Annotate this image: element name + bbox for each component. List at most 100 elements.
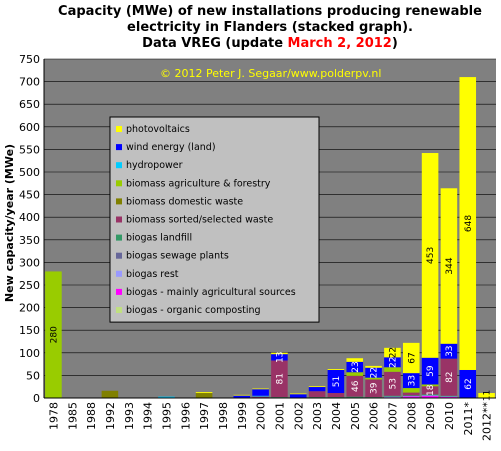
bar-2001-biomass-sorted-selected-waste	[271, 360, 288, 398]
data-label-2011-photovoltaics: 648	[464, 215, 474, 232]
y-tick-label-100: 100	[19, 347, 40, 360]
bar-2008-biogas-mainly-agricultural-sources	[402, 396, 420, 398]
bar-2009-biogas-rest	[421, 395, 439, 397]
data-label-2011-wind-energy-land: 62	[464, 378, 474, 389]
x-tick-label-2003: 2003	[311, 402, 324, 430]
bar-2010-biogas-mainly-agricultural-sources	[440, 396, 458, 398]
bar-2012-photovoltaics	[478, 393, 495, 398]
bar-2009-wind-energy-land	[421, 357, 439, 385]
data-label-2004-wind-energy-land: 51	[332, 376, 342, 387]
bar-2010-photovoltaics	[440, 188, 458, 344]
bar-2010-biogas-rest	[440, 396, 458, 397]
y-tick-label-150: 150	[19, 324, 40, 337]
data-label-2008-wind-energy-land: 33	[407, 375, 417, 386]
chart-title-line-3: Data VREG (update March 2, 2012)	[142, 36, 398, 51]
bar-2006-photovoltaics	[365, 365, 382, 368]
bar-2005-biomass-agriculture-forestry	[346, 372, 364, 376]
data-label-2007-biomass-sorted-selected-waste: 53	[388, 378, 398, 389]
bar-1978-biomass-agriculture-forestry	[45, 271, 62, 398]
data-label-2012-photovoltaics: 11	[483, 390, 493, 401]
bar-2007-wind-energy-land	[384, 357, 401, 368]
legend-label-biomass-sorted-selected-waste: biomass sorted/selected waste	[126, 215, 273, 226]
y-tick-label-250: 250	[19, 279, 40, 292]
bar-2003-photovoltaics	[308, 386, 326, 388]
y-tick-label-600: 600	[19, 121, 40, 134]
x-tick-label-1978: 1978	[47, 402, 60, 430]
data-label-2007-wind-energy-land: 22	[388, 357, 398, 368]
legend-swatch-biomass-agriculture-forestry	[116, 180, 122, 187]
data-label-2005-biomass-sorted-selected-waste: 46	[351, 380, 361, 392]
data-label-2006-biomass-sorted-selected-waste: 39	[370, 382, 380, 394]
bar-2004-wind-energy-land	[327, 369, 345, 394]
y-tick-label-550: 550	[19, 143, 40, 156]
x-tick-label-2004: 2004	[330, 402, 343, 430]
legend-label-biogas-mainly-agricultural-sources: biogas - mainly agricultural sources	[126, 287, 296, 298]
bar-2002-photovoltaics	[289, 393, 307, 395]
bar-2001-wind-energy-land	[271, 354, 288, 361]
legend-swatch-biomass-sorted-selected-waste	[116, 216, 122, 223]
y-tick-label-0: 0	[33, 392, 40, 405]
legend-swatch-biogas-rest	[116, 270, 122, 277]
data-label-2001-biomass-sorted-selected-waste: 81	[275, 373, 285, 384]
y-axis-label: New capacity/year (MWe)	[3, 144, 16, 302]
data-label-2009-wind-energy-land: 59	[426, 365, 436, 377]
y-tick-label-200: 200	[19, 302, 40, 315]
x-tick-label-2001: 2001	[273, 402, 286, 430]
data-label-2001-wind-energy-land: 13	[275, 352, 285, 363]
bar-2004-biomass-sorted-selected-waste	[327, 393, 345, 398]
title-line-3-suffix: )	[392, 36, 398, 51]
legend-label-hydropower: hydropower	[126, 160, 183, 171]
legend-label-wind-energy-land: wind energy (land)	[126, 142, 216, 153]
bar-2003-wind-energy-land	[308, 386, 326, 392]
bar-2009-biomass-sorted-selected-waste	[421, 386, 439, 395]
legend-swatch-biogas-organic-composting	[116, 307, 122, 313]
y-tick-label-700: 700	[19, 76, 40, 89]
bar-2005-biomass-sorted-selected-waste	[346, 375, 364, 397]
bar-2010-biomass-sorted-selected-waste	[440, 358, 458, 396]
x-tick-label-2002: 2002	[292, 402, 305, 430]
data-label-2007-photovoltaics: 22	[388, 347, 398, 358]
y-tick-label-650: 650	[19, 98, 40, 111]
data-label-2008-photovoltaics: 67	[407, 352, 417, 363]
x-tick-label-2010: 2010	[443, 402, 456, 430]
bar-1997-photovoltaics	[195, 392, 213, 394]
bar-2008-biomass-sorted-selected-waste	[402, 392, 420, 396]
bar-1999-photovoltaics	[233, 394, 251, 396]
bar-2008-biomass-agriculture-forestry	[402, 388, 420, 393]
x-tick-label-1995: 1995	[160, 402, 173, 430]
legend-swatch-biomass-domestic-waste	[116, 198, 122, 205]
legend-label-biogas-sewage-plants: biogas sewage plants	[126, 251, 229, 262]
bar-2009-biogas-mainly-agricultural-sources	[421, 395, 439, 398]
copyright-notice: © 2012 Peter J. Segaar/www.polderpv.nl	[160, 67, 381, 80]
data-label-2005-wind-energy-land: 23	[351, 361, 361, 372]
y-tick-label-500: 500	[19, 166, 40, 179]
legend-swatch-biogas-sewage-plants	[116, 252, 122, 259]
legend-swatch-biogas-mainly-agricultural-sources	[116, 288, 122, 295]
legend-label-photovoltaics: photovoltaics	[126, 124, 190, 135]
bar-2010-wind-energy-land	[440, 343, 458, 359]
legend-label-biomass-domestic-waste: biomass domestic waste	[126, 196, 243, 207]
bar-2003-biomass-sorted-selected-waste	[308, 391, 326, 398]
y-tick-label-450: 450	[19, 189, 40, 202]
bar-2007-biomass-agriculture-forestry	[384, 367, 401, 372]
bar-2000-hydropower	[252, 395, 269, 397]
bars	[45, 77, 495, 399]
x-tick-label-1988: 1988	[85, 402, 98, 430]
data-label-2010-wind-energy-land: 33	[445, 345, 455, 356]
bar-1999-wind-energy-land	[233, 395, 251, 398]
x-tick-label-1985: 1985	[66, 402, 79, 430]
bar-2006-wind-energy-land	[365, 367, 382, 378]
chart-title-line-1: Capacity (MWe) of new installations prod…	[58, 4, 482, 19]
y-tick-label-400: 400	[19, 211, 40, 224]
title-line-3-prefix: Data VREG (update	[142, 36, 287, 51]
bar-2007-biomass-sorted-selected-waste	[384, 371, 401, 396]
bar-1992-biomass-domestic-waste	[101, 390, 119, 398]
bar-2007-photovoltaics	[384, 347, 401, 358]
x-tick-label-2006: 2006	[368, 402, 381, 430]
bar-2007-biogas-rest	[384, 396, 401, 398]
bar-2006-biogas-landfill	[365, 397, 382, 398]
legend-label-biogas-landfill: biogas landfill	[126, 233, 192, 244]
legend-swatch-wind-energy-land	[116, 144, 122, 151]
